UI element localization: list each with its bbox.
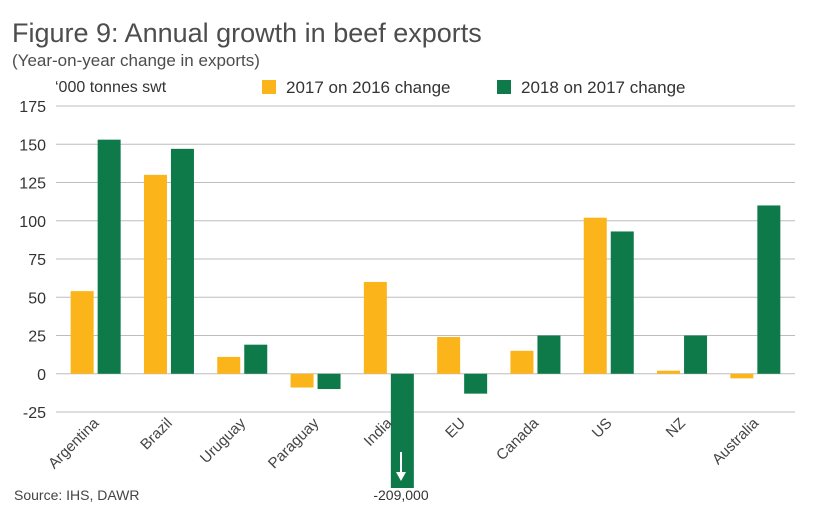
bar-2018-us [610,231,634,374]
bar-2018-paraguay [317,373,341,390]
y-tick-label: 150 [19,137,46,154]
bar-2018-australia [757,205,781,374]
x-tick-label-argentina: Argentina [45,414,103,472]
bar-2017-brazil [143,174,167,374]
bars [70,139,781,488]
x-tick-label-australia: Australia [709,414,763,468]
bar-2018-india [390,373,414,488]
x-tick-label-india: India [361,414,396,449]
bar-2018-argentina [97,139,121,374]
y-tick-label: 125 [19,176,46,193]
bar-2018-uruguay [244,344,268,374]
y-tick-label: 25 [28,329,46,346]
bar-2017-argentina [70,291,94,374]
x-tick-label-nz: NZ [663,415,689,441]
y-tick-label: -25 [23,405,46,422]
bar-2017-paraguay [290,373,314,388]
legend-label-2018: 2018 on 2017 change [521,78,686,97]
y-tick-label: 0 [37,367,46,384]
legend-swatch-2018 [497,80,511,94]
legend-label-2017: 2017 on 2016 change [286,78,451,97]
x-tick-label-eu: EU [442,415,469,442]
y-tick-label: 100 [19,214,46,231]
bar-2018-nz [684,335,708,374]
bar-2017-india [363,281,387,374]
bar-2017-us [583,217,607,374]
down-arrow-icon [396,472,406,481]
bar-2017-australia [730,373,754,379]
source-note: Source: IHS, DAWR [14,487,140,503]
x-tick-label-paraguay: Paraguay [265,414,323,472]
legend: 2017 on 2016 change 2018 on 2017 change [262,78,686,97]
bar-2017-eu [437,337,461,374]
y-tick-label: 50 [28,290,46,307]
bar-2018-brazil [170,148,194,374]
x-tick-label-canada: Canada [493,414,543,464]
bar-2017-nz [657,370,681,374]
off-scale-annotation: -209,000 [373,452,429,503]
y-tick-label: 75 [28,252,46,269]
x-tick-label-uruguay: Uruguay [197,414,249,466]
x-tick-label-brazil: Brazil [137,415,176,454]
y-axis-ticks: 175 150 125 100 75 50 25 0 -25 [19,99,46,422]
y-axis-unit-label: ‘000 tonnes swt [55,79,167,96]
bar-2017-uruguay [217,356,241,374]
x-tick-label-us: US [589,415,616,442]
bar-2018-eu [464,373,488,394]
y-tick-label: 175 [19,99,46,116]
chart-subtitle: (Year-on-year change in exports) [12,51,260,70]
bar-2018-canada [537,335,561,374]
bar-2017-canada [510,350,534,374]
off-scale-value-label: -209,000 [373,487,428,503]
chart-title: Figure 9: Annual growth in beef exports [12,18,482,48]
legend-swatch-2017 [262,80,276,94]
